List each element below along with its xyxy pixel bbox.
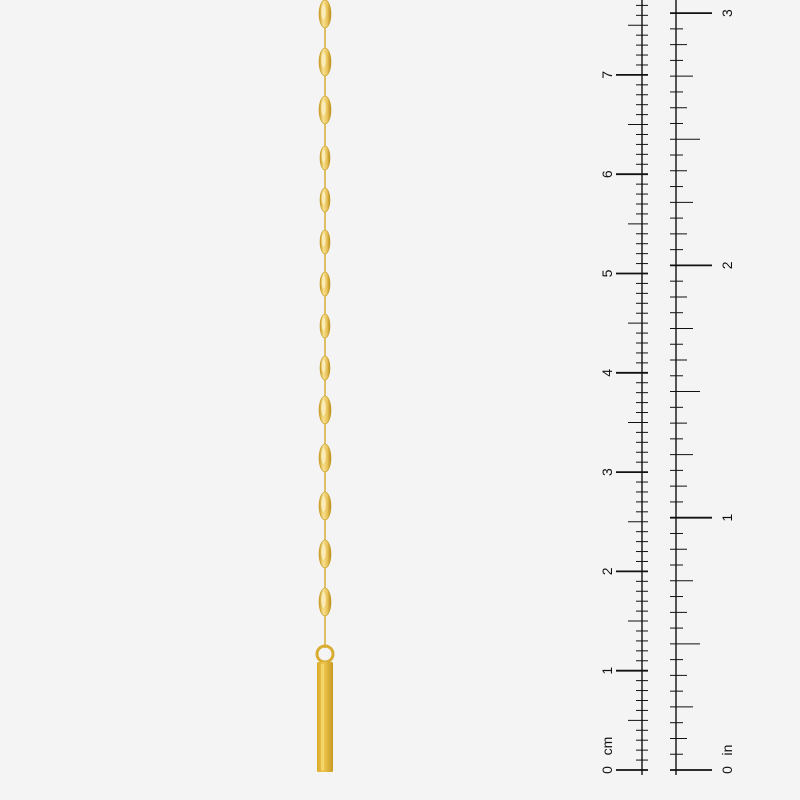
chain-link	[319, 187, 331, 213]
bar-pendant	[317, 662, 333, 772]
cm-label: 1	[599, 667, 615, 675]
cm-label: 7	[599, 71, 615, 79]
measurement-ruler: 0 1 2 3 4 5 6 7 cm 0 1 2 3 in	[599, 0, 735, 775]
chain-link	[319, 145, 331, 171]
cm-label: 6	[599, 170, 615, 178]
in-label: 0	[719, 766, 735, 774]
in-unit-label: in	[719, 745, 735, 756]
cm-label: 5	[599, 269, 615, 277]
chain-link	[318, 587, 332, 617]
chain-link	[318, 47, 332, 77]
cm-label: 2	[599, 567, 615, 575]
chain-link	[318, 443, 332, 473]
chain-link	[319, 229, 331, 255]
chain-link	[319, 355, 331, 381]
in-label: 1	[719, 514, 735, 522]
gold-chain-earring	[315, 0, 335, 772]
jump-ring	[315, 644, 335, 664]
chain-link	[318, 491, 332, 521]
cm-label: 4	[599, 369, 615, 377]
in-label: 2	[719, 261, 735, 269]
chain-link	[318, 0, 332, 29]
chain-link	[318, 539, 332, 569]
chain-links	[318, 0, 332, 648]
chain-link	[319, 313, 331, 339]
chain-link	[318, 395, 332, 425]
in-label: 3	[719, 9, 735, 17]
ruler-labels: 0 1 2 3 4 5 6 7 cm 0 1 2 3 in	[599, 9, 735, 774]
cm-unit-label: cm	[599, 737, 615, 756]
ruler-ticks	[616, 0, 712, 775]
cm-label: 3	[599, 468, 615, 476]
chain-link	[318, 95, 332, 125]
cm-label: 0	[599, 766, 615, 774]
bar-pendant-highlight	[321, 664, 324, 770]
chain-link	[319, 271, 331, 297]
